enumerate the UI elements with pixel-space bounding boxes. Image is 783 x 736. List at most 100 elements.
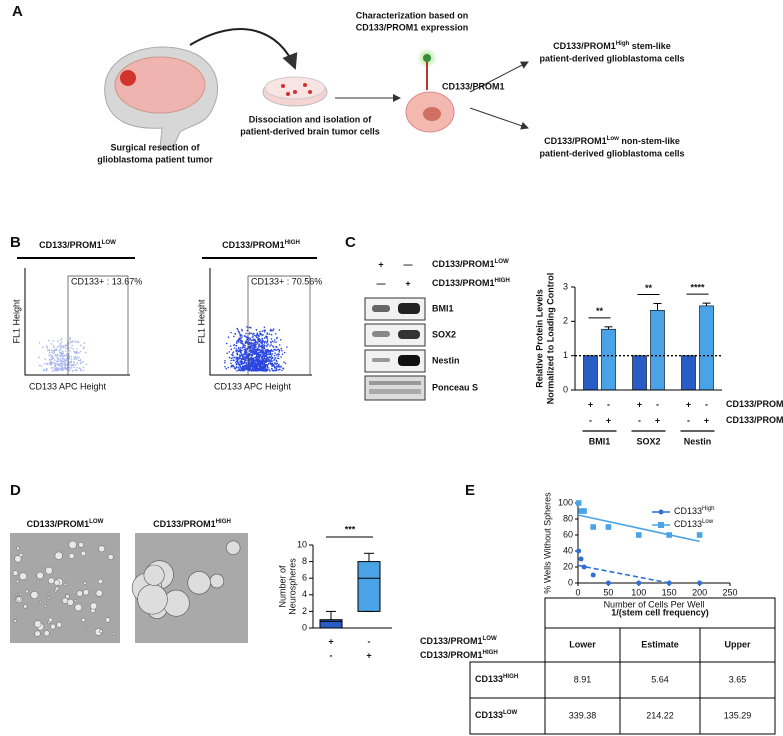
event: [58, 368, 60, 370]
sphere: [62, 597, 69, 604]
event: [272, 350, 274, 353]
event: [61, 337, 63, 340]
event: [281, 349, 283, 352]
point: [697, 580, 703, 586]
event: [80, 361, 83, 364]
event: [49, 361, 52, 364]
event: [241, 328, 243, 331]
significance: **: [645, 283, 653, 293]
event: [79, 362, 82, 365]
point: [590, 524, 596, 530]
event: [262, 358, 265, 361]
event: [238, 331, 240, 333]
event: [276, 360, 278, 363]
image-title-sup: LOW: [89, 518, 103, 525]
event: [74, 357, 77, 360]
plot-title-sup: HIGH: [285, 239, 300, 246]
event: [274, 357, 277, 359]
event: [240, 337, 242, 340]
x-tick-label: 100: [631, 587, 646, 597]
event: [275, 369, 277, 372]
event: [262, 340, 265, 342]
condition-name-base: CD133/PROM1: [726, 415, 783, 425]
event: [266, 353, 268, 356]
event: [264, 360, 267, 362]
event: [235, 345, 238, 347]
axes: [577, 503, 730, 584]
event: [235, 358, 238, 360]
event: [241, 363, 243, 365]
caption-base: CD133/PROM1: [544, 136, 607, 146]
event: [270, 338, 273, 340]
event: [244, 346, 246, 349]
sphere: [48, 577, 55, 585]
event: [74, 340, 77, 342]
event: [273, 354, 276, 357]
row-header: CD133HIGH​: [475, 673, 518, 685]
event: [260, 351, 263, 354]
event: [60, 366, 63, 368]
event: [224, 362, 226, 364]
event: [228, 351, 231, 353]
event: [266, 344, 268, 347]
event: [254, 340, 257, 342]
event: [259, 367, 262, 369]
event: [48, 351, 51, 354]
sphere: [78, 542, 84, 548]
condition-sign: +: [405, 278, 410, 288]
condition-sign: -: [656, 399, 659, 409]
sphere: [226, 540, 241, 555]
event: [65, 359, 68, 361]
arrow: [469, 61, 529, 93]
cell-illustration: [405, 48, 455, 133]
event: [280, 339, 282, 341]
event: [257, 335, 260, 337]
image-title: CD133/PROM1LOW​: [27, 518, 104, 530]
event: [277, 369, 280, 371]
event: [262, 353, 264, 356]
event: [255, 329, 258, 331]
event: [74, 352, 77, 354]
event: [259, 349, 261, 351]
event: [277, 355, 280, 357]
event: [232, 351, 235, 353]
event: [274, 333, 277, 335]
event: [236, 353, 239, 356]
event: [250, 350, 253, 353]
event: [80, 369, 82, 372]
y-tick-label: 3: [563, 281, 568, 291]
event: [252, 358, 255, 361]
event: [254, 356, 257, 359]
event: [241, 330, 243, 332]
sphere: [34, 630, 41, 637]
event: [238, 338, 240, 341]
gate: [247, 275, 311, 375]
event: [263, 331, 266, 333]
event: [75, 358, 78, 361]
event: [266, 340, 269, 343]
event: [59, 358, 62, 360]
row-header: CD133LOW​: [475, 709, 517, 721]
event: [60, 339, 62, 342]
event: [78, 352, 80, 354]
event: [70, 361, 73, 364]
event: [252, 366, 254, 369]
event: [243, 358, 245, 361]
condition-sign: +: [606, 415, 611, 425]
event: [48, 340, 50, 342]
caption: Dissociation and isolation of: [249, 114, 373, 124]
event: [230, 357, 233, 360]
event: [57, 340, 59, 342]
event: [248, 369, 251, 372]
event: [270, 328, 272, 331]
event: [76, 351, 78, 353]
event: [59, 355, 61, 358]
sphere: [23, 604, 28, 609]
event: [264, 354, 267, 357]
event: [46, 346, 48, 349]
event: [50, 367, 53, 369]
point: [590, 572, 596, 578]
event: [238, 356, 241, 359]
event: [245, 335, 247, 338]
event: [61, 369, 63, 372]
